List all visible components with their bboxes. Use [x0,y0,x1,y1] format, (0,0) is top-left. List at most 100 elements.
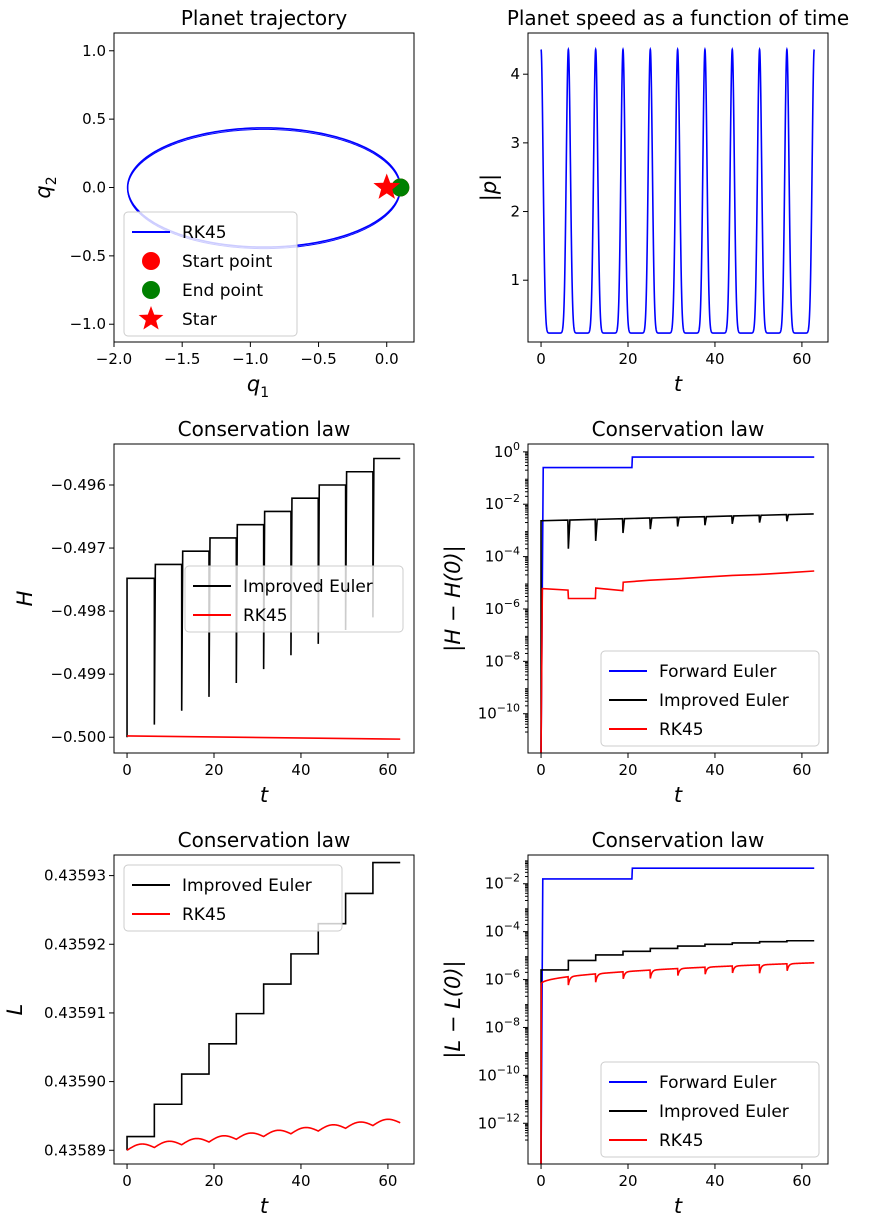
legend-label: Star [182,310,217,330]
x-tick-label: 40 [291,761,310,779]
y-axis-label: L [3,1004,27,1016]
speed-frame [527,32,829,343]
angular-momentum-frame [113,854,415,1165]
x-tick-label: 20 [204,1172,223,1190]
y-tick-label: 10−8 [485,649,520,670]
tick-exp: −2 [504,492,520,505]
tick-base: 10 [485,495,504,513]
x-tick-label: 20 [204,761,223,779]
y-tick-label: 1 [510,271,520,289]
tick-base: 10 [485,875,504,893]
y-tick-label: 10−2 [485,492,520,513]
orbit-line-2 [127,128,401,250]
legend-label: RK45 [659,1131,704,1151]
x-tick-label: 60 [792,1172,811,1190]
legend-label: Improved Euler [659,691,789,711]
y-axis-label-base: q [31,185,55,198]
x-tick-label: 20 [618,350,637,368]
x-axis-label: q1 [247,372,269,401]
forward-euler-line [540,867,815,1164]
y-tick-label: 0.5 [82,110,106,128]
legend-item: Improved Euler [193,577,373,597]
x-tick-label: 60 [378,761,397,779]
y-axis-label: q2 [31,176,60,198]
tick-exp: −6 [504,597,520,610]
tick-base: 10 [485,600,504,618]
y-tick-label: −0.499 [50,665,106,683]
chart-energy: 0 20 40 60 −0.500 −0.499 −0.498 −0.497 −0.496 Con… [13,417,415,807]
forward-euler-line [540,456,815,753]
y-axis-label: H [13,590,37,606]
tick-base: 10 [485,971,504,989]
x-axis-label-base: q [247,372,260,396]
chart-angular-momentum: 0 20 40 60 0.43589 0.43590 0.43591 0.43592 0.435… [3,828,415,1218]
x-tick-label: 60 [378,1172,397,1190]
x-tick-label: 0 [536,350,546,368]
y-tick-label: 10−2 [485,872,520,893]
x-tick-label: 40 [705,1172,724,1190]
energy-frame [113,443,415,754]
y-tick-label: 0.43589 [44,1141,106,1159]
panel-title: Planet speed as a function of time [507,6,849,30]
x-axis-label: t [674,1194,683,1218]
speed-line [540,46,815,334]
legend-label: Improved Euler [659,1102,789,1122]
y-axis-label-sub: 2 [44,176,60,185]
y-tick-label: 10−4 [485,920,520,941]
legend-label: RK45 [243,606,288,626]
panel-title: Conservation law [178,417,351,441]
y-tick-label: −1.0 [70,315,106,333]
legend-label: RK45 [659,720,704,740]
panel-title: Conservation law [592,828,765,852]
y-tick-label: 4 [510,65,520,83]
x-tick-label: −2.0 [96,350,132,368]
legend [600,1061,820,1158]
angular-momentum-error-frame [527,854,829,1165]
y-tick-label: 1.0 [82,42,106,60]
legend-label: Improved Euler [243,577,373,597]
rk45-line [540,570,815,753]
x-tick-label: −1.0 [232,350,268,368]
tick-exp: −4 [504,545,520,558]
legend-label: End point [182,281,263,301]
improved-euler-line [540,513,814,753]
y-tick-label: 0.43592 [44,935,106,953]
chart-energy-error: 0 20 40 6010010−210−410−610−810−10Conservat… [441,417,829,807]
energy-error-frame [527,443,829,754]
x-tick-label: 0 [536,1172,546,1190]
tick-exp: −4 [504,920,520,933]
legend [600,650,820,747]
y-tick-label: 10−6 [485,597,520,618]
legend-item: Improved Euler [132,876,312,896]
tick-exp: −2 [504,872,520,885]
y-tick-label: 10−12 [478,1111,520,1132]
x-axis-label: t [674,783,683,807]
y-tick-label: −0.498 [50,602,106,620]
chart-trajectory: −2.0 −1.5 −1.0 −0.5 0.0 −1.0 −0.5 0.0 0.5 1.0 Plan… [31,6,415,401]
star-marker [373,173,401,199]
x-axis-label: t [260,1194,269,1218]
legend-label: Improved Euler [182,876,312,896]
x-tick-label: −0.5 [300,350,336,368]
x-tick-label: 0 [122,761,132,779]
legend-item: Improved Euler [609,691,789,711]
x-tick-label: 0 [536,761,546,779]
legend-marker [142,252,160,270]
x-tick-label: 20 [618,1172,637,1190]
legend-star-marker [138,306,164,330]
tick-base: 10 [478,705,497,723]
x-tick-label: 40 [291,1172,310,1190]
legend-marker [142,281,160,299]
tick-exp: −8 [504,649,520,662]
x-tick-label: 40 [705,350,724,368]
tick-base: 10 [494,443,513,461]
legend [123,864,343,932]
chart-speed: 0 20 40 60 1 2 3 4 Planet speed as a function of… [477,6,849,396]
legend-label: RK45 [182,223,227,243]
x-tick-label: 0.0 [375,350,399,368]
legend-label: Forward Euler [659,1073,776,1093]
legend [184,565,404,633]
x-tick-label: 0 [122,1172,132,1190]
legend-item: Improved Euler [609,1102,789,1122]
tick-exp: −10 [497,702,520,715]
